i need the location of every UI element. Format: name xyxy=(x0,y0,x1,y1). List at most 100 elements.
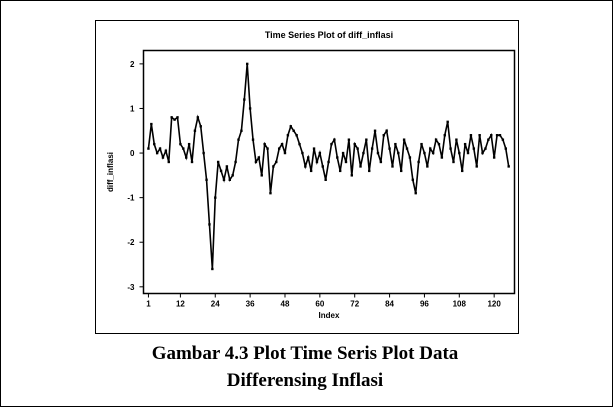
point xyxy=(150,122,153,126)
point xyxy=(492,156,496,159)
point xyxy=(341,151,345,155)
x-tick-label: 24 xyxy=(211,300,220,309)
point xyxy=(251,138,255,141)
point xyxy=(208,223,211,226)
point xyxy=(234,160,237,164)
point xyxy=(388,147,391,150)
point xyxy=(402,138,406,141)
point xyxy=(481,151,484,155)
point xyxy=(391,165,394,168)
point xyxy=(333,138,336,141)
point xyxy=(185,156,188,159)
point xyxy=(498,134,502,137)
point xyxy=(487,138,490,141)
point xyxy=(164,149,168,153)
point xyxy=(338,169,342,173)
y-tick-label: -3 xyxy=(127,283,135,292)
x-tick-label: 36 xyxy=(246,300,255,309)
point xyxy=(153,142,156,146)
point xyxy=(478,134,481,137)
point xyxy=(327,160,330,164)
point xyxy=(408,156,412,159)
point xyxy=(254,160,258,164)
chart-frame xyxy=(95,20,519,334)
point xyxy=(452,160,455,164)
chart-title: Time Series Plot of diff_inflasi xyxy=(265,30,393,40)
point xyxy=(350,174,354,177)
point xyxy=(170,116,173,119)
point xyxy=(417,160,420,164)
caption-line: Differensing Inflasi xyxy=(227,370,383,391)
point xyxy=(228,178,231,182)
y-tick-label: -2 xyxy=(127,238,135,247)
point xyxy=(315,160,319,164)
point xyxy=(272,165,275,168)
point xyxy=(385,129,388,132)
point xyxy=(280,142,284,146)
point xyxy=(298,142,301,146)
y-tick-label: -1 xyxy=(127,194,135,203)
point xyxy=(347,138,351,141)
point xyxy=(336,156,339,159)
x-tick-label: 120 xyxy=(487,300,501,309)
point xyxy=(176,116,179,119)
point xyxy=(504,147,507,150)
point xyxy=(216,160,220,164)
point xyxy=(158,147,162,150)
x-tick-label: 72 xyxy=(350,300,359,309)
point xyxy=(344,160,348,164)
y-tick-label: 0 xyxy=(130,149,135,158)
point xyxy=(365,138,368,141)
point xyxy=(461,169,464,173)
point xyxy=(211,267,214,271)
point xyxy=(321,165,324,168)
point xyxy=(379,160,383,164)
point xyxy=(179,142,182,146)
point xyxy=(356,147,359,150)
point xyxy=(446,120,449,124)
point xyxy=(277,147,281,150)
point xyxy=(507,165,510,168)
point xyxy=(362,151,365,155)
point xyxy=(368,169,371,173)
point xyxy=(370,147,374,150)
point xyxy=(283,151,287,155)
point xyxy=(466,151,470,155)
y-tick-label: 1 xyxy=(130,104,135,113)
point xyxy=(155,151,159,155)
point xyxy=(359,165,362,168)
point xyxy=(182,147,185,150)
point xyxy=(397,151,400,155)
point xyxy=(495,134,499,137)
point xyxy=(266,147,269,150)
point xyxy=(161,156,165,159)
point xyxy=(292,129,295,132)
point xyxy=(275,160,278,164)
point xyxy=(318,151,322,155)
point xyxy=(248,107,252,110)
point xyxy=(353,142,356,146)
point xyxy=(309,169,313,173)
point xyxy=(263,142,266,146)
point xyxy=(222,178,226,182)
point xyxy=(399,169,403,173)
point xyxy=(469,134,473,137)
y-axis-label: diff_inflasi xyxy=(106,152,115,192)
x-tick-label: 84 xyxy=(385,300,394,309)
point xyxy=(394,142,397,146)
point xyxy=(301,151,304,155)
point xyxy=(240,129,243,132)
point xyxy=(167,160,170,164)
x-tick-label: 1 xyxy=(146,300,151,309)
plot-frame xyxy=(142,49,516,295)
x-tick-label: 60 xyxy=(315,300,324,309)
point xyxy=(455,138,458,141)
point xyxy=(434,138,438,141)
point xyxy=(307,156,310,159)
caption-line: Gambar 4.3 Plot Time Seris Plot Data xyxy=(152,343,459,364)
point xyxy=(405,147,409,150)
point xyxy=(382,134,385,137)
point xyxy=(202,151,205,155)
point xyxy=(431,151,435,155)
